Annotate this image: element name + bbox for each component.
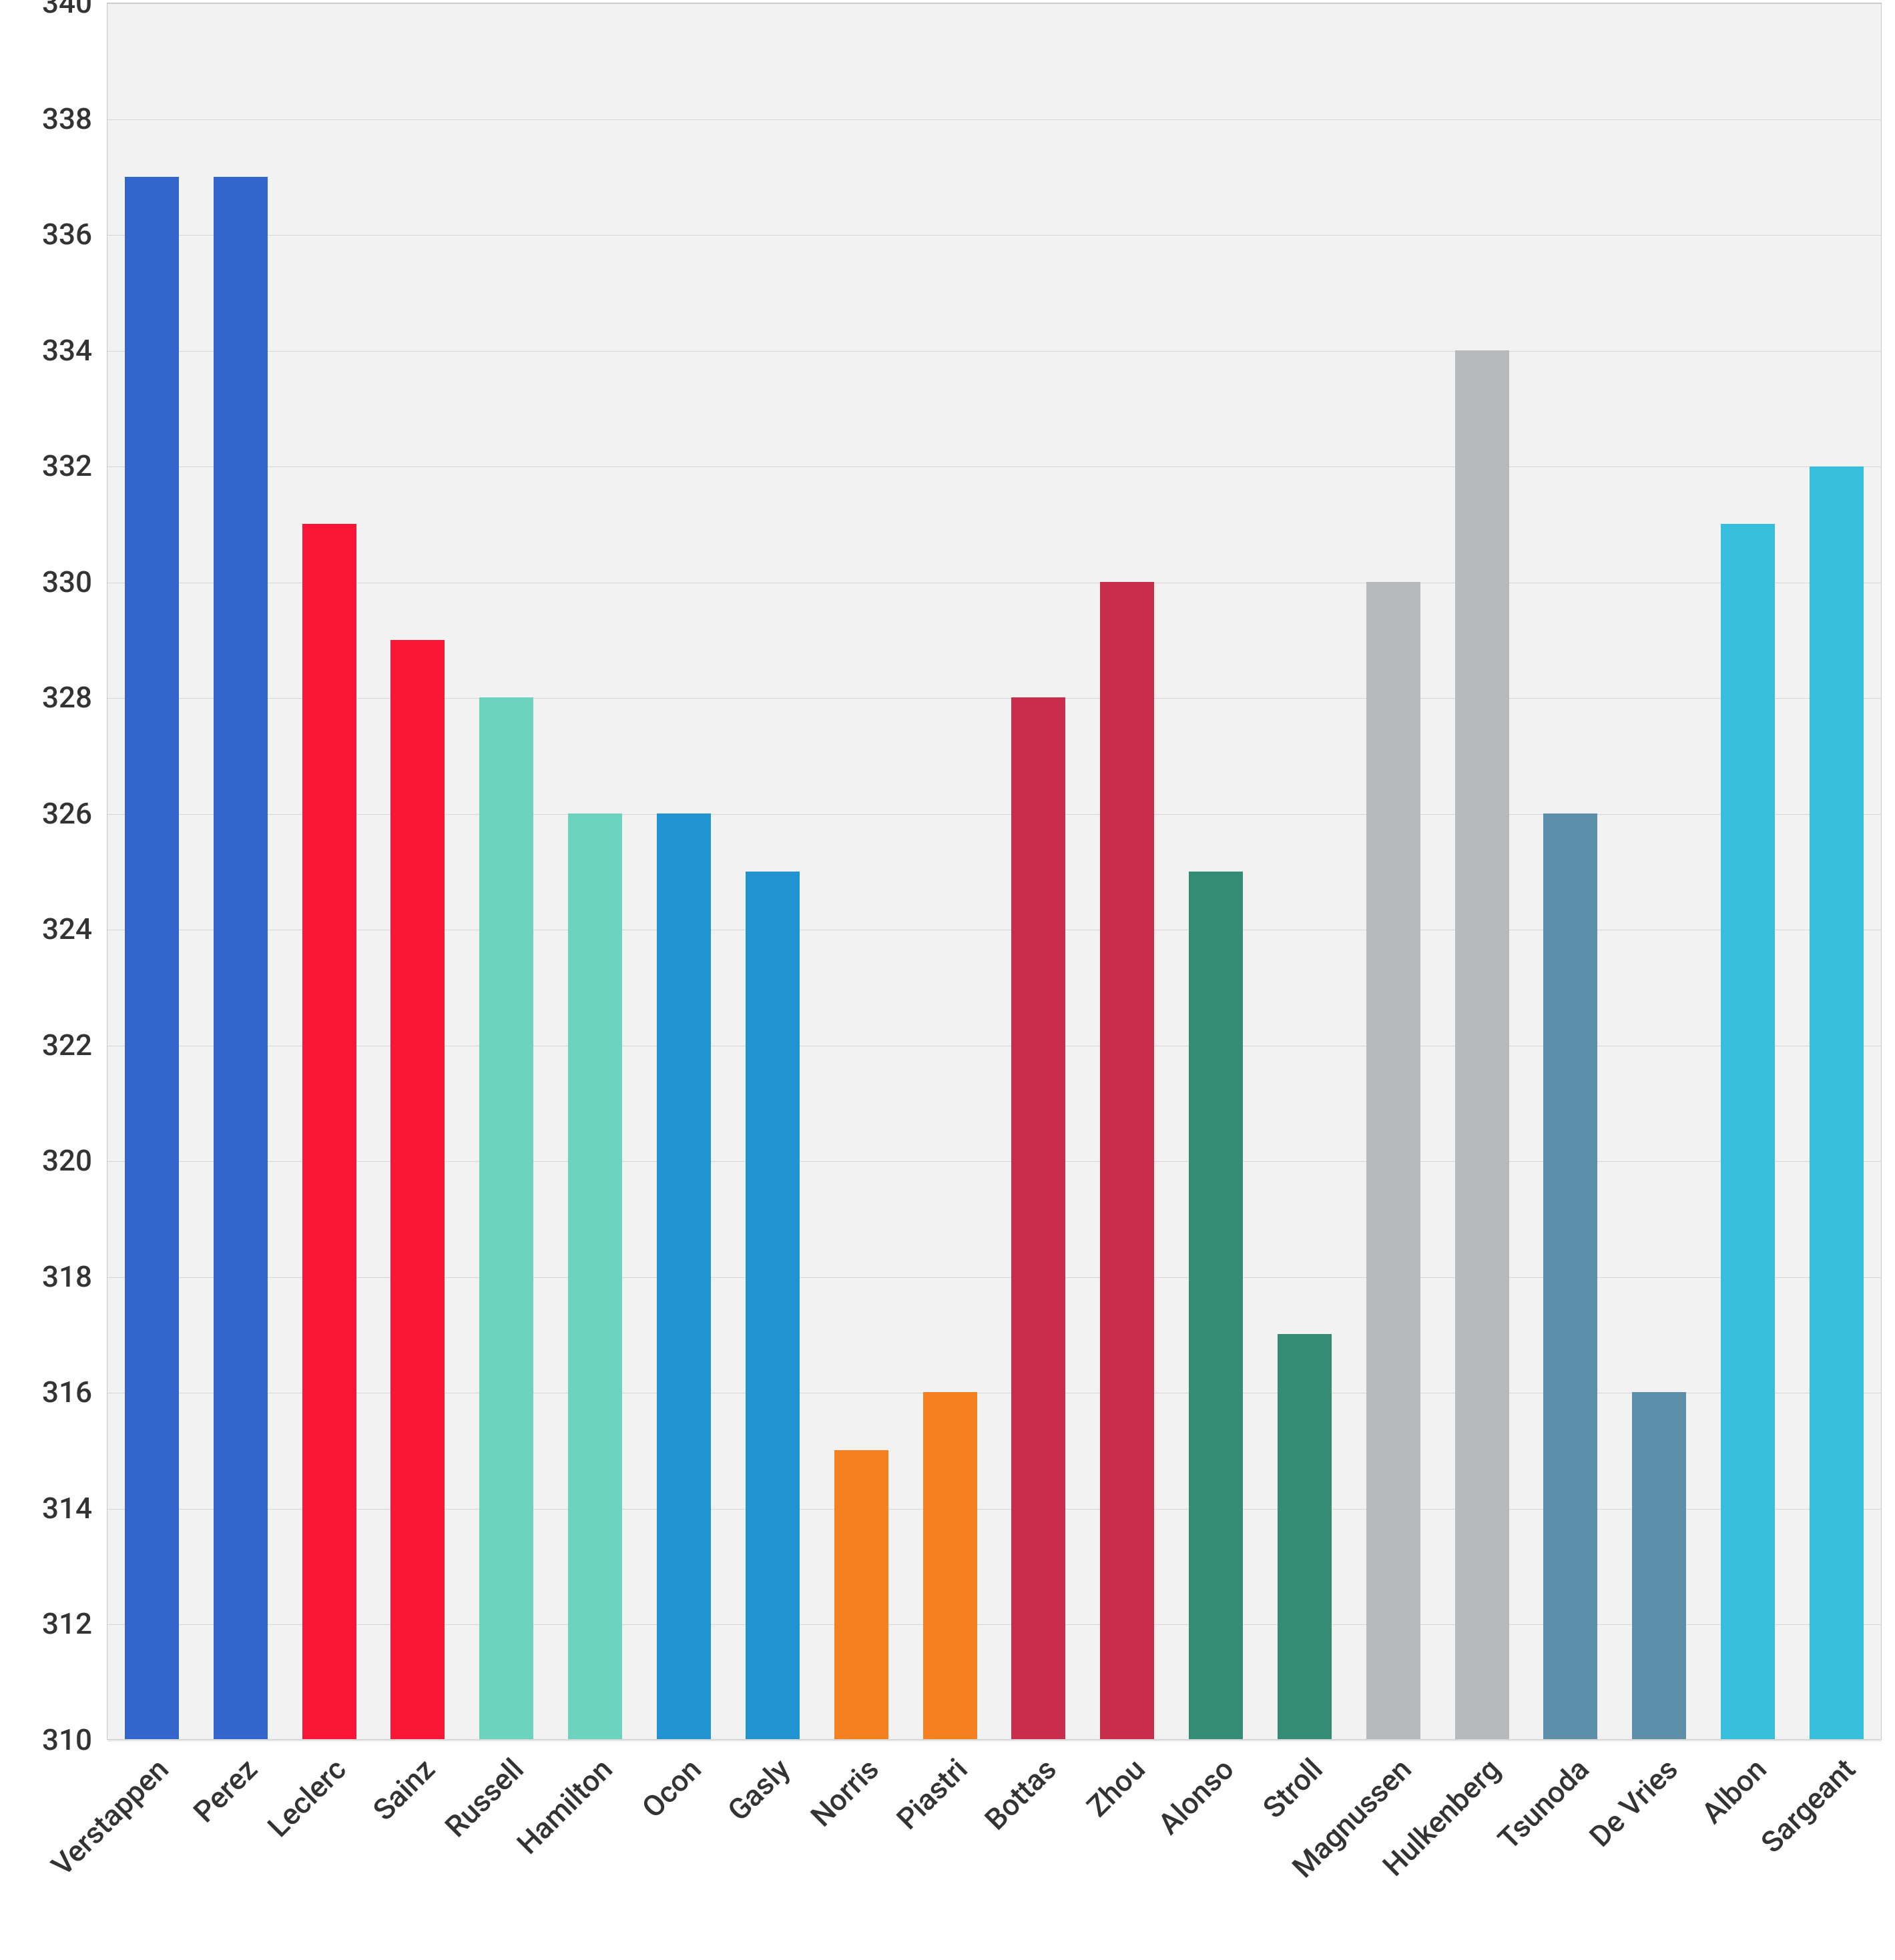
y-tick-label: 322 bbox=[0, 1028, 92, 1062]
x-tick-label: Verstappen bbox=[45, 1752, 176, 1883]
bar bbox=[1011, 697, 1065, 1739]
y-tick-label: 336 bbox=[0, 217, 92, 252]
bar bbox=[1189, 872, 1243, 1740]
bar-slot bbox=[1792, 3, 1881, 1739]
bar-slot bbox=[639, 3, 728, 1739]
y-tick-label: 330 bbox=[0, 565, 92, 599]
x-tick-label: Leclerc bbox=[261, 1752, 353, 1844]
x-tick-label: Albon bbox=[1695, 1752, 1774, 1831]
x-tick-label: Gasly bbox=[721, 1752, 797, 1828]
bar bbox=[657, 813, 711, 1739]
bar-slot bbox=[285, 3, 374, 1739]
x-tick-label: Sargeant bbox=[1753, 1752, 1862, 1860]
plot-area bbox=[107, 3, 1882, 1740]
x-tick-label: Stroll bbox=[1256, 1752, 1330, 1825]
bar-slot bbox=[1260, 3, 1349, 1739]
bar-slot bbox=[1438, 3, 1527, 1739]
x-tick-label: Ocon bbox=[635, 1752, 708, 1825]
x-tick-label: Tsunoda bbox=[1491, 1752, 1596, 1857]
y-tick-label: 334 bbox=[0, 333, 92, 368]
y-tick-label: 310 bbox=[0, 1722, 92, 1757]
bar-slot bbox=[1703, 3, 1792, 1739]
bar bbox=[1810, 466, 1864, 1739]
bar bbox=[390, 640, 445, 1739]
bars-container bbox=[107, 3, 1881, 1739]
bar-slot bbox=[462, 3, 551, 1739]
y-tick-label: 314 bbox=[0, 1491, 92, 1526]
y-tick-label: 318 bbox=[0, 1259, 92, 1294]
x-tick-label: Perez bbox=[187, 1752, 264, 1829]
x-tick-label: Zhou bbox=[1080, 1752, 1152, 1824]
x-tick-label: Sainz bbox=[366, 1752, 442, 1827]
y-tick-label: 320 bbox=[0, 1143, 92, 1178]
y-tick-label: 338 bbox=[0, 101, 92, 136]
bar bbox=[568, 813, 622, 1739]
bar-slot bbox=[817, 3, 906, 1739]
y-tick-label: 316 bbox=[0, 1375, 92, 1409]
bar bbox=[479, 697, 533, 1739]
bar-slot bbox=[196, 3, 285, 1739]
bar-slot bbox=[1349, 3, 1438, 1739]
y-tick-label: 312 bbox=[0, 1606, 92, 1641]
bar bbox=[214, 177, 268, 1739]
bar bbox=[1543, 813, 1597, 1739]
bar-slot bbox=[906, 3, 995, 1739]
x-tick-label: Piastri bbox=[890, 1752, 975, 1837]
bar-slot bbox=[1083, 3, 1171, 1739]
x-tick-label: Bottas bbox=[978, 1752, 1063, 1837]
x-tick-label: De Vries bbox=[1583, 1752, 1685, 1854]
bar bbox=[834, 1450, 888, 1740]
x-tick-label: Alonso bbox=[1151, 1752, 1241, 1841]
bar bbox=[1366, 582, 1420, 1739]
bar-slot bbox=[107, 3, 196, 1739]
bar-slot bbox=[1171, 3, 1260, 1739]
bar bbox=[1721, 524, 1775, 1739]
bar bbox=[923, 1392, 977, 1739]
y-tick-label: 326 bbox=[0, 796, 92, 831]
x-tick-label: Norris bbox=[804, 1752, 885, 1833]
bar bbox=[302, 524, 356, 1739]
bar-slot bbox=[1527, 3, 1615, 1739]
bar-chart: VerstappenPerezLeclercSainzRussellHamilt… bbox=[0, 0, 1895, 1960]
y-tick-label: 340 bbox=[0, 0, 92, 20]
bar bbox=[125, 177, 179, 1739]
gridline bbox=[107, 1740, 1881, 1741]
bar bbox=[746, 872, 800, 1740]
bar-slot bbox=[551, 3, 639, 1739]
bar bbox=[1100, 582, 1154, 1739]
y-tick-label: 332 bbox=[0, 448, 92, 483]
x-tick-label: Hamilton bbox=[510, 1752, 619, 1861]
bar bbox=[1278, 1334, 1332, 1739]
bar-slot bbox=[1615, 3, 1703, 1739]
bar bbox=[1455, 350, 1509, 1739]
bar-slot bbox=[728, 3, 817, 1739]
y-tick-label: 324 bbox=[0, 912, 92, 946]
bar-slot bbox=[374, 3, 463, 1739]
bar-slot bbox=[994, 3, 1083, 1739]
y-tick-label: 328 bbox=[0, 680, 92, 715]
bar bbox=[1632, 1392, 1686, 1739]
